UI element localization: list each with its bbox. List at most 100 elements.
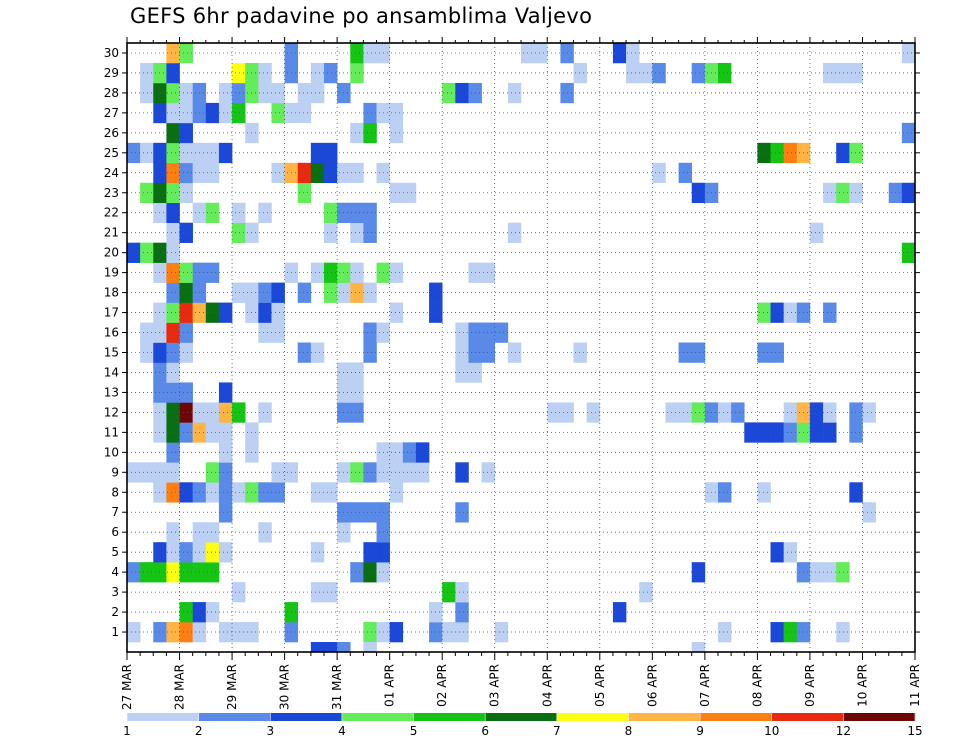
heatmap-cell — [205, 542, 220, 563]
heatmap-cell — [324, 142, 338, 164]
y-tick-label: 16 — [104, 326, 119, 340]
heatmap-cell — [718, 402, 732, 423]
y-tick-label: 30 — [104, 46, 119, 60]
heatmap-cell — [402, 442, 417, 463]
heatmap-cell — [127, 242, 141, 263]
heatmap-cell — [757, 422, 771, 443]
heatmap-cell — [757, 482, 771, 503]
heatmap-cell — [363, 202, 377, 224]
colorbar-tick-label: 8 — [625, 724, 633, 738]
colorbar-segment — [198, 713, 271, 721]
heatmap-cell — [179, 382, 193, 403]
heatmap-cell — [744, 422, 758, 443]
heatmap-cell — [770, 302, 784, 323]
heatmap-cell — [691, 62, 706, 84]
heatmap-cell — [218, 462, 233, 483]
heatmap-cell — [324, 162, 338, 184]
heatmap-cell — [455, 322, 469, 343]
colorbar-tick-label: 6 — [481, 724, 489, 738]
x-tick-label: 29 MAR — [225, 664, 239, 710]
heatmap-cell — [849, 182, 863, 204]
heatmap-cell — [218, 502, 233, 523]
y-tick-label: 10 — [104, 445, 119, 459]
heatmap-cell — [232, 82, 246, 104]
heatmap-cell — [849, 422, 863, 443]
heatmap-cell — [310, 262, 325, 283]
heatmap-cell — [809, 562, 824, 583]
heatmap-cell — [205, 262, 220, 283]
heatmap-cell — [691, 342, 706, 363]
heatmap-cell — [389, 462, 404, 483]
heatmap-cell — [350, 282, 364, 303]
y-tick-label: 2 — [111, 605, 119, 619]
heatmap-cell — [415, 462, 430, 483]
colorbar-segment — [341, 713, 414, 721]
heatmap-cell — [232, 62, 246, 84]
heatmap-cell — [166, 362, 180, 383]
x-tick-label: 03 APR — [488, 664, 502, 707]
heatmap-cell — [258, 282, 272, 303]
y-tick-label: 29 — [104, 66, 119, 80]
heatmap-cell — [179, 562, 193, 583]
heatmap-cell — [363, 222, 377, 243]
heatmap-cell — [166, 162, 180, 184]
heatmap-cell — [258, 322, 272, 343]
heatmap-cell — [166, 102, 180, 124]
heatmap-cell — [205, 482, 220, 503]
heatmap-cell — [691, 402, 706, 423]
heatmap-cell — [350, 562, 364, 583]
heatmap-cell — [442, 622, 456, 643]
heatmap-cell — [455, 362, 469, 383]
heatmap-cell — [836, 562, 850, 583]
y-tick-label: 8 — [111, 485, 119, 499]
y-tick-label: 25 — [104, 146, 119, 160]
heatmap-cell — [350, 462, 364, 483]
y-tick-label: 27 — [104, 106, 119, 120]
heatmap-cell — [324, 262, 338, 283]
y-tick-label: 26 — [104, 126, 119, 140]
heatmap-cell — [179, 622, 193, 643]
heatmap-cell — [770, 422, 784, 443]
heatmap-cell — [258, 82, 272, 104]
colorbar-tick-label: 1 — [123, 724, 131, 738]
heatmap-cell — [271, 162, 285, 184]
heatmap-cell — [310, 342, 325, 363]
heatmap-cell — [205, 162, 220, 184]
heatmap-cell — [389, 622, 404, 643]
heatmap-cell — [363, 122, 377, 144]
heatmap-cell — [389, 122, 404, 144]
heatmap-cell — [166, 122, 180, 144]
heatmap-cell — [691, 182, 706, 204]
heatmap-cell — [166, 402, 180, 423]
heatmap-cell — [166, 142, 180, 164]
heatmap-cell — [389, 482, 404, 503]
heatmap-cell — [718, 62, 732, 84]
colorbar-segment — [485, 713, 558, 721]
heatmap-cell — [166, 222, 180, 243]
heatmap-cell — [166, 342, 180, 363]
heatmap-cell — [205, 302, 220, 323]
heatmap-cell — [547, 402, 561, 423]
heatmap-cell — [783, 422, 798, 443]
y-tick-label: 11 — [104, 425, 119, 439]
heatmap-cell — [232, 102, 246, 124]
heatmap-cell — [363, 342, 377, 363]
y-tick-label: 21 — [104, 226, 119, 240]
heatmap-cell — [363, 562, 377, 583]
heatmap-cell — [218, 142, 233, 164]
heatmap-cell — [324, 282, 338, 303]
heatmap-cell — [258, 402, 272, 423]
heatmap-cell — [166, 262, 180, 283]
heatmap-cell — [363, 43, 377, 64]
heatmap-cell — [494, 622, 509, 643]
heatmap-cell — [389, 102, 404, 124]
y-tick-label: 28 — [104, 86, 119, 100]
heatmap-cell — [639, 582, 653, 603]
heatmap-cell — [494, 322, 509, 343]
heatmap-cell — [507, 222, 522, 243]
colorbar-segment — [270, 713, 343, 721]
heatmap-cell — [166, 202, 180, 224]
heatmap-cell — [809, 402, 824, 423]
heatmap-cell — [297, 102, 312, 124]
